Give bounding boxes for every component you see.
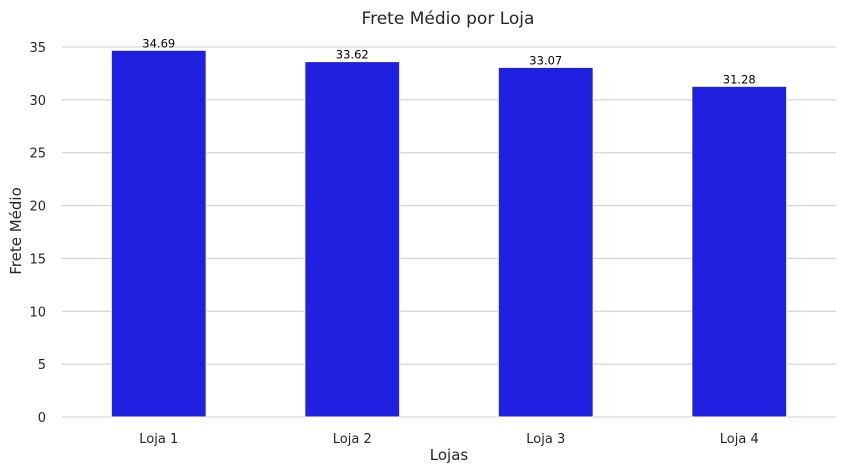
y-tick-labels: 0 5 10 15 20 25 30 35 [29, 41, 46, 426]
bar-3 [497, 66, 594, 418]
data-label: 33.62 [336, 48, 369, 62]
bars [110, 49, 788, 418]
data-label: 34.69 [142, 36, 175, 50]
y-tick-label: 35 [29, 41, 46, 56]
data-label: 33.07 [529, 53, 562, 67]
x-tick-label: Loja 1 [139, 432, 178, 447]
x-tick-labels: Loja 1 Loja 2 Loja 3 Loja 4 [139, 432, 758, 447]
y-axis-label: Frete Médio [7, 187, 25, 275]
x-tick-label: Loja 2 [333, 432, 372, 447]
y-tick-label: 10 [29, 305, 46, 320]
data-labels: 34.69 33.62 33.07 31.28 [142, 36, 755, 86]
y-tick-label: 25 [29, 147, 46, 162]
y-tick-label: 0 [38, 411, 46, 426]
x-axis-label: Lojas [430, 446, 469, 464]
x-tick-label: Loja 3 [526, 432, 565, 447]
chart-title: Frete Médio por Loja [362, 9, 535, 29]
y-tick-label: 5 [38, 358, 46, 373]
y-tick-label: 20 [29, 200, 46, 215]
bar-4 [691, 85, 788, 418]
bar-2 [304, 61, 401, 418]
x-tick-label: Loja 4 [720, 432, 759, 447]
bar-1 [110, 49, 207, 418]
data-label: 31.28 [723, 72, 756, 86]
y-tick-label: 15 [29, 252, 46, 267]
y-tick-label: 30 [29, 94, 46, 109]
